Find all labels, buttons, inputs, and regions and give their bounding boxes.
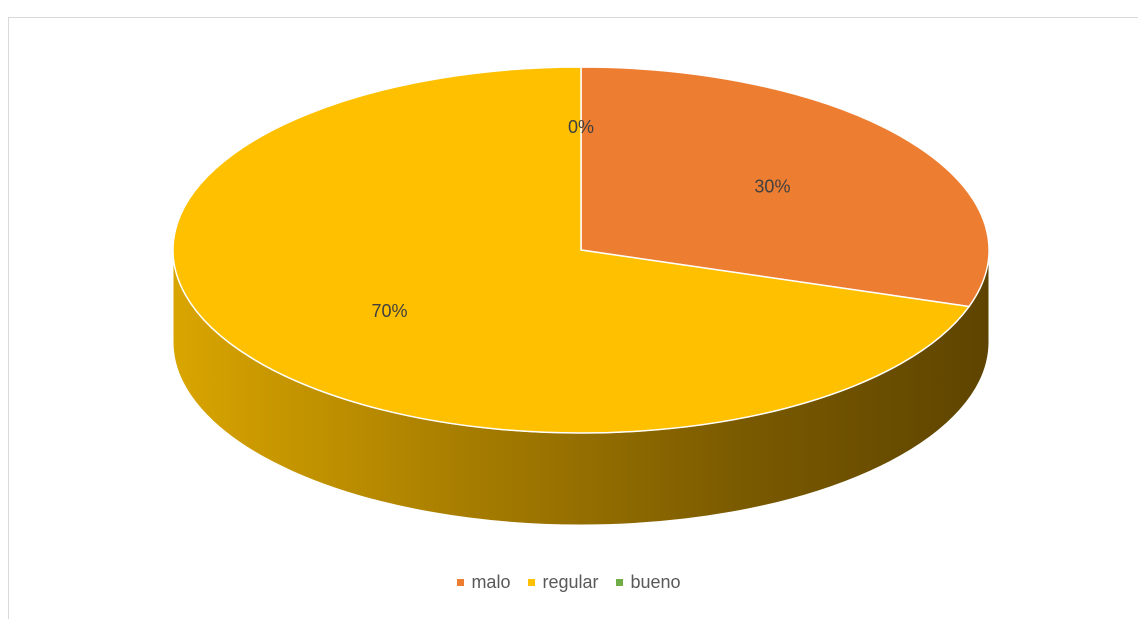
legend: malo regular bueno [0, 572, 1138, 593]
legend-swatch-malo [457, 579, 465, 586]
legend-swatch-regular [528, 579, 536, 586]
pie-top-slices [172, 66, 990, 434]
legend-item-malo[interactable]: malo [457, 572, 510, 593]
pie-slice-malo[interactable] [580, 66, 990, 308]
pie-data-labels: 30% 70% 0% [372, 117, 791, 321]
pie-slice-regular[interactable] [172, 66, 971, 434]
legend-item-regular[interactable]: regular [528, 572, 598, 593]
legend-swatch-bueno [616, 579, 624, 586]
legend-label-malo: malo [471, 572, 511, 592]
data-label-malo: 30% [754, 176, 790, 196]
data-label-regular: 70% [372, 301, 408, 321]
data-label-bueno: 0% [568, 117, 594, 137]
legend-item-bueno[interactable]: bueno [616, 572, 681, 593]
legend-label-regular: regular [542, 572, 599, 592]
legend-label-bueno: bueno [630, 572, 681, 592]
